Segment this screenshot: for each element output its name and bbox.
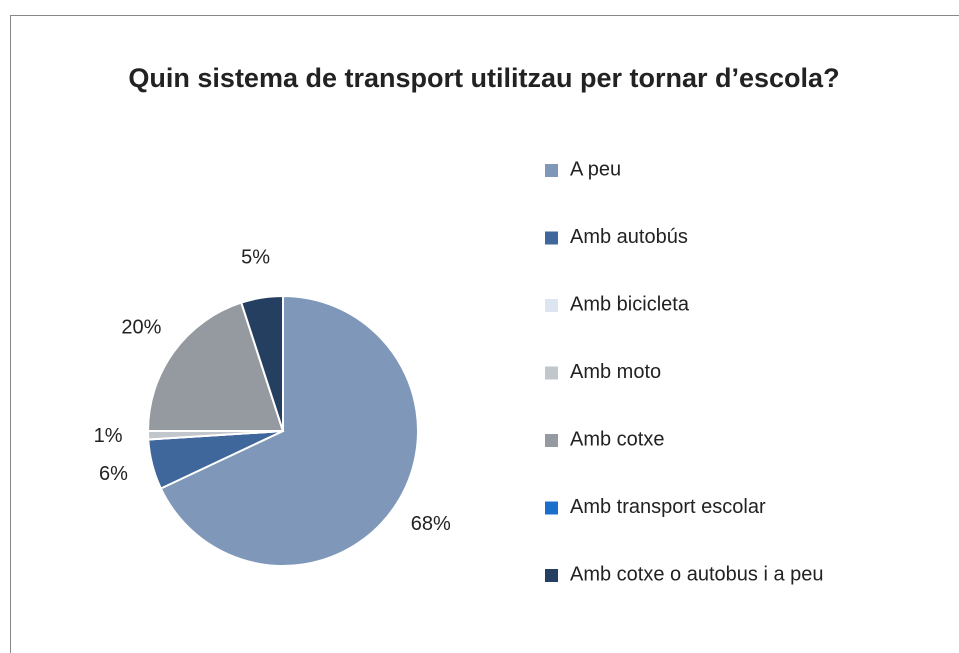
legend-swatch	[545, 299, 558, 312]
legend-label: Amb transport escolar	[570, 496, 766, 518]
legend-label: Amb moto	[570, 361, 661, 383]
frame	[10, 15, 959, 653]
data-label: 6%	[99, 463, 128, 485]
data-label: 5%	[241, 246, 270, 268]
legend-swatch	[545, 231, 558, 245]
legend-swatch	[545, 434, 558, 447]
legend-label: Amb bicicleta	[570, 293, 690, 315]
legend-swatch	[545, 164, 558, 177]
legend-label: Amb cotxe	[570, 428, 664, 450]
data-label: 20%	[121, 316, 161, 338]
data-label: 1%	[94, 425, 123, 447]
pie-slice	[159, 294, 419, 567]
pie-slice	[146, 301, 285, 432]
legend-swatch	[545, 366, 558, 380]
legend-label: Amb cotxe o autobus i a peu	[570, 563, 824, 585]
chart-title: Quin sistema de transport utilitzau per …	[128, 63, 839, 93]
pie-slice	[240, 294, 284, 432]
legend-swatch	[545, 569, 558, 582]
legend-label: Amb autobús	[570, 226, 688, 248]
data-label: 68%	[411, 513, 451, 535]
legend-swatch	[545, 501, 558, 515]
legend-label: A peu	[570, 158, 621, 180]
